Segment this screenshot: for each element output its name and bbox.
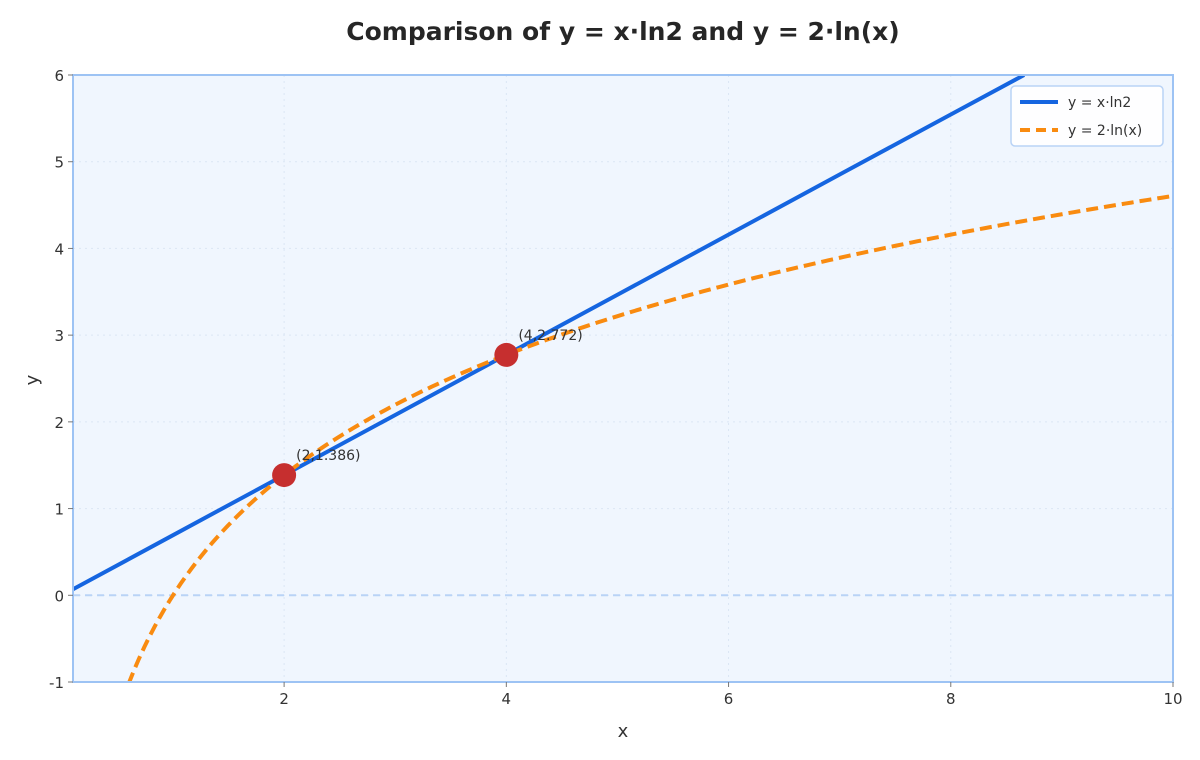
- y-tick-label: 6: [54, 67, 64, 85]
- series-line-1: [73, 75, 1026, 592]
- y-tick-label: 3: [54, 327, 64, 345]
- intersection-label-2: (4,2.772): [518, 328, 582, 344]
- points-layer: (2,1.386) (4,2.772): [272, 328, 583, 488]
- y-tick-label: 4: [54, 240, 64, 258]
- x-tick-label: 4: [502, 690, 512, 708]
- plot-background: [73, 75, 1173, 682]
- series-line-2: [127, 193, 1173, 682]
- x-axis-ticks: 2 4 6 8 10: [279, 682, 1183, 708]
- y-tick-label: 5: [54, 154, 64, 172]
- chart-title: Comparison of y = x·ln2 and y = 2·ln(x): [346, 17, 899, 46]
- x-tick-label: 6: [724, 690, 734, 708]
- x-tick-label: 2: [279, 690, 289, 708]
- legend-label-series-2: y = 2·ln(x): [1068, 123, 1142, 139]
- y-axis-ticks: -1 0 1 2 3 4 5 6: [49, 67, 73, 692]
- grid-lines: [73, 75, 1173, 682]
- x-tick-label: 10: [1163, 690, 1182, 708]
- legend: y = x·ln2 y = 2·ln(x): [1010, 85, 1164, 147]
- x-axis-label: x: [618, 721, 629, 742]
- y-tick-label: 2: [54, 414, 64, 432]
- y-tick-label: 1: [54, 501, 64, 519]
- y-tick-label: 0: [54, 587, 64, 605]
- intersection-point-1: [272, 463, 297, 488]
- y-tick-label: -1: [49, 674, 64, 692]
- x-tick-label: 8: [946, 690, 956, 708]
- intersection-label-1: (2,1.386): [296, 448, 360, 464]
- plot-frame: [72, 74, 1174, 683]
- series-layer: [73, 75, 1173, 682]
- intersection-point-2: [494, 342, 519, 367]
- y-axis-label: y: [22, 374, 43, 385]
- legend-label-series-1: y = x·ln2: [1068, 95, 1131, 111]
